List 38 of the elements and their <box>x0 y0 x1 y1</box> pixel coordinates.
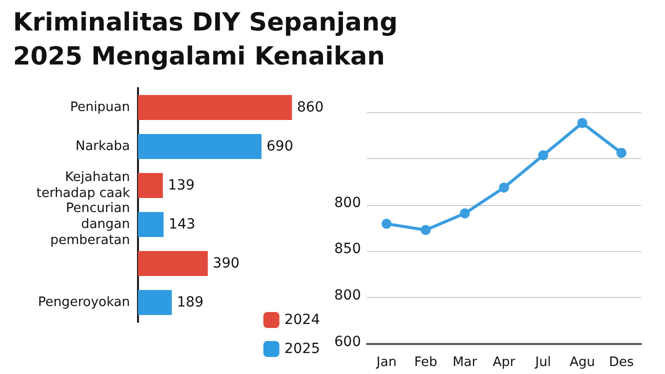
point <box>538 150 548 160</box>
bar <box>138 95 292 120</box>
data-label: 690 <box>266 138 294 154</box>
data-label: 139 <box>168 178 195 194</box>
y-tick-label: Pengeroyokan <box>38 295 130 310</box>
x-tick-label: Jul <box>534 355 551 370</box>
text: 800 <box>334 194 361 211</box>
text: 850 <box>334 241 361 258</box>
x-tick-label: Agu <box>570 355 595 370</box>
bar <box>138 212 164 237</box>
text: 800 <box>334 288 361 304</box>
point <box>616 148 626 158</box>
y-tick-label: Narkaba <box>75 139 130 154</box>
data-label: 189 <box>176 294 204 310</box>
legend-label: 2025 <box>284 341 320 357</box>
x-tick-label: Feb <box>414 355 438 370</box>
point <box>499 182 509 193</box>
x-tick-label: Apr <box>492 355 516 370</box>
bar <box>138 173 163 198</box>
chart-title: Kriminalitas DIY Sepanjang 2025 Mengalami Kenaikan <box>13 8 406 70</box>
point <box>420 224 431 235</box>
x-tick-label: Des <box>609 355 634 370</box>
legend-label: 2024 <box>284 312 320 328</box>
text: 600 <box>334 334 361 350</box>
x-tick-label: Mar <box>452 355 478 370</box>
x-tick-label: Jan <box>376 355 397 370</box>
point <box>577 118 588 128</box>
data-label: 860 <box>296 100 324 116</box>
point <box>460 208 470 218</box>
point <box>382 218 392 229</box>
y-tick-label: Penipuan <box>70 100 130 115</box>
y-tick-label: Pencurian dangan pemberatan <box>50 201 130 248</box>
bar <box>138 134 262 159</box>
bar <box>138 290 172 315</box>
data-label: 143 <box>168 216 196 232</box>
data-label: 390 <box>212 256 240 272</box>
y-tick-label: Kejahatan terhadap caak <box>36 170 130 201</box>
bar <box>138 251 208 276</box>
